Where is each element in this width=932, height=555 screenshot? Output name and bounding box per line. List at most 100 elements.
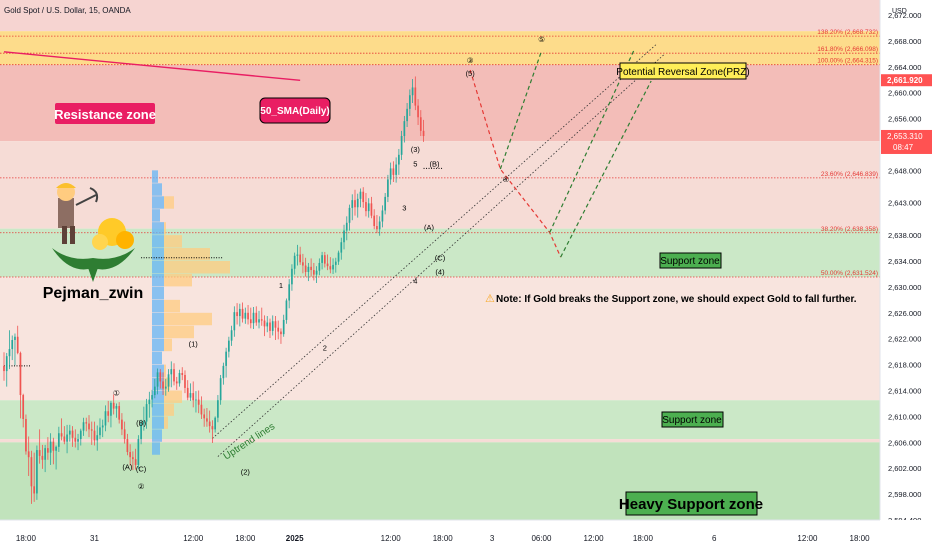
volume-profile bbox=[152, 170, 230, 455]
candle-body bbox=[60, 433, 63, 437]
resistance-badge: Resistance zone bbox=[54, 103, 156, 124]
price-tick-label: 2,614.000 bbox=[888, 387, 921, 396]
candle-body bbox=[376, 226, 378, 230]
support-label-2: Support zone bbox=[662, 415, 722, 426]
price-tick-label: 2,672.000 bbox=[888, 11, 921, 20]
candle-body bbox=[419, 117, 422, 131]
candle-body bbox=[288, 284, 291, 301]
wave-label: 4 bbox=[413, 277, 417, 286]
wave-label: (2) bbox=[241, 468, 251, 477]
candle-body bbox=[153, 386, 156, 396]
candle-body bbox=[244, 312, 247, 319]
time-tick-label: 18:00 bbox=[850, 534, 871, 543]
wave-label: ④ bbox=[502, 175, 509, 184]
fib-label: 161.80% (2,666.098) bbox=[817, 46, 878, 53]
candle-body bbox=[197, 399, 200, 405]
candle-body bbox=[41, 455, 44, 460]
candle-body bbox=[403, 121, 406, 137]
candle-body bbox=[192, 393, 195, 401]
candle-body bbox=[22, 395, 25, 419]
sma-badge: 50_SMA(Daily) bbox=[259, 97, 331, 124]
candle-body bbox=[104, 411, 107, 426]
volume-bar bbox=[164, 338, 172, 352]
time-tick-label: 2025 bbox=[286, 534, 304, 543]
candle-body bbox=[137, 439, 140, 465]
candle-body bbox=[323, 255, 326, 264]
candle-body bbox=[247, 312, 249, 320]
candle-body bbox=[255, 312, 258, 323]
volume-bar bbox=[152, 325, 164, 339]
wave-label: 3 bbox=[402, 203, 406, 212]
current-price-text: 2,653.310 bbox=[887, 132, 923, 141]
wave-label: (A) bbox=[424, 223, 435, 232]
candle-body bbox=[285, 300, 288, 320]
last-price-tag bbox=[881, 74, 932, 87]
candle-body bbox=[186, 387, 189, 398]
candle-body bbox=[90, 429, 93, 431]
volume-bar bbox=[152, 403, 164, 416]
price-axis-panel bbox=[880, 0, 932, 550]
time-tick-label: 31 bbox=[90, 534, 99, 543]
support-label-1: Support zone bbox=[660, 256, 720, 267]
candle-body bbox=[411, 87, 414, 96]
volume-bar bbox=[164, 196, 174, 209]
bearish-projection bbox=[469, 69, 562, 258]
candle-body bbox=[214, 417, 216, 430]
candle-body bbox=[315, 270, 318, 275]
volume-bar bbox=[164, 261, 230, 274]
price-tick-label: 2,656.000 bbox=[888, 115, 921, 124]
candle-body bbox=[16, 336, 19, 353]
support-zone-band-2 bbox=[0, 400, 880, 440]
zone-mid-light-2 bbox=[0, 277, 880, 401]
candle-body bbox=[110, 402, 112, 416]
uptrend-line-1 bbox=[212, 43, 657, 439]
candle-body bbox=[99, 427, 101, 436]
candle-body bbox=[151, 395, 153, 400]
candle-body bbox=[238, 308, 241, 317]
time-tick-label: 06:00 bbox=[531, 534, 552, 543]
candle-body bbox=[57, 433, 60, 447]
candle-body bbox=[52, 441, 55, 451]
candle-body bbox=[241, 308, 244, 319]
wave-label: (A) bbox=[122, 462, 133, 471]
candle-body bbox=[408, 95, 411, 109]
candle-body bbox=[11, 339, 14, 350]
candle-body bbox=[132, 457, 134, 460]
candle-body bbox=[107, 411, 110, 416]
support-badge-1: Support zone bbox=[659, 252, 722, 269]
candle-body bbox=[167, 374, 170, 387]
wave-label: 2 bbox=[323, 343, 327, 352]
candle-body bbox=[189, 393, 192, 398]
fib-label: 50.00% (2,631.524) bbox=[821, 270, 878, 277]
price-tick-label: 2,610.000 bbox=[888, 412, 921, 421]
candle-body bbox=[19, 352, 22, 396]
wave-label: ① bbox=[113, 389, 120, 398]
warning-icon: ⚠ bbox=[485, 293, 495, 305]
zone-top-pink bbox=[0, 0, 880, 32]
candle-body bbox=[68, 430, 71, 435]
candle-body bbox=[3, 365, 5, 372]
support-badge-2: Support zone bbox=[661, 411, 724, 428]
candle-body bbox=[82, 422, 85, 431]
candle-body bbox=[129, 452, 131, 458]
wave-label: (4) bbox=[435, 268, 445, 277]
price-tick-label: 2,648.000 bbox=[888, 166, 921, 175]
candle-body bbox=[49, 441, 52, 453]
candle-body bbox=[395, 164, 397, 175]
volume-bar bbox=[152, 390, 164, 403]
prz-label: Potential Reversal Zone(PRZ) bbox=[616, 67, 749, 78]
candle-body bbox=[38, 450, 41, 456]
candle-body bbox=[74, 437, 77, 442]
candle-body bbox=[63, 436, 66, 442]
candle-body bbox=[170, 369, 173, 375]
candle-body bbox=[200, 404, 203, 415]
candles bbox=[3, 76, 425, 504]
volume-bar bbox=[164, 390, 182, 403]
fib-label: 138.20% (2,668.732) bbox=[817, 29, 878, 36]
wave-label: ⑤ bbox=[538, 35, 545, 44]
candle-body bbox=[389, 168, 392, 180]
candle-body bbox=[115, 406, 118, 409]
candle-body bbox=[299, 254, 302, 263]
